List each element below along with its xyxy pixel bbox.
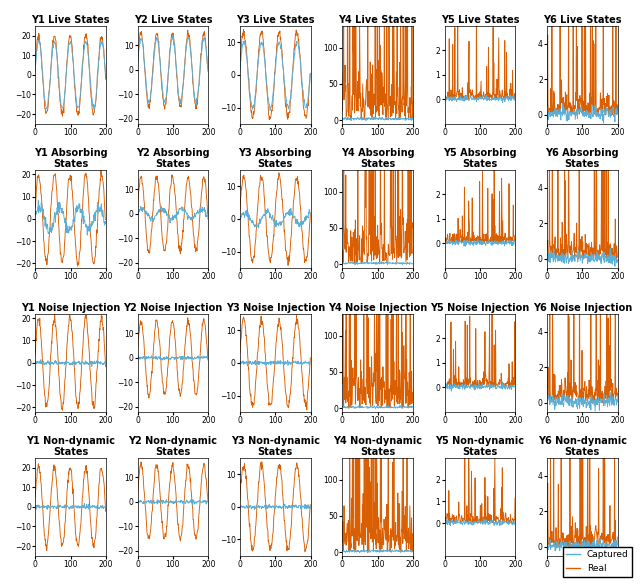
Legend: Captured, Real: Captured, Real	[563, 547, 632, 576]
Title: Y2 Live States: Y2 Live States	[134, 15, 212, 25]
Title: Y4 Non-dynamic
States: Y4 Non-dynamic States	[333, 436, 422, 457]
Title: Y3 Absorbing
States: Y3 Absorbing States	[239, 148, 312, 169]
Title: Y5 Noise Injection: Y5 Noise Injection	[430, 303, 530, 313]
Title: Y6 Absorbing
States: Y6 Absorbing States	[545, 148, 619, 169]
Title: Y1 Live States: Y1 Live States	[31, 15, 110, 25]
Title: Y2 Absorbing
States: Y2 Absorbing States	[136, 148, 210, 169]
Title: Y3 Noise Injection: Y3 Noise Injection	[226, 303, 325, 313]
Title: Y4 Noise Injection: Y4 Noise Injection	[328, 303, 428, 313]
Title: Y3 Live States: Y3 Live States	[236, 15, 314, 25]
Title: Y1 Noise Injection: Y1 Noise Injection	[21, 303, 120, 313]
Title: Y4 Live States: Y4 Live States	[339, 15, 417, 25]
Title: Y2 Noise Injection: Y2 Noise Injection	[124, 303, 223, 313]
Title: Y5 Live States: Y5 Live States	[441, 15, 519, 25]
Title: Y1 Absorbing
States: Y1 Absorbing States	[34, 148, 108, 169]
Title: Y6 Live States: Y6 Live States	[543, 15, 621, 25]
Title: Y2 Non-dynamic
States: Y2 Non-dynamic States	[129, 436, 218, 457]
Title: Y5 Absorbing
States: Y5 Absorbing States	[443, 148, 517, 169]
Title: Y4 Absorbing
States: Y4 Absorbing States	[341, 148, 415, 169]
Title: Y3 Non-dynamic
States: Y3 Non-dynamic States	[231, 436, 320, 457]
Title: Y6 Non-dynamic
States: Y6 Non-dynamic States	[538, 436, 627, 457]
Title: Y6 Noise Injection: Y6 Noise Injection	[532, 303, 632, 313]
Title: Y5 Non-dynamic
States: Y5 Non-dynamic States	[435, 436, 525, 457]
Title: Y1 Non-dynamic
States: Y1 Non-dynamic States	[26, 436, 115, 457]
